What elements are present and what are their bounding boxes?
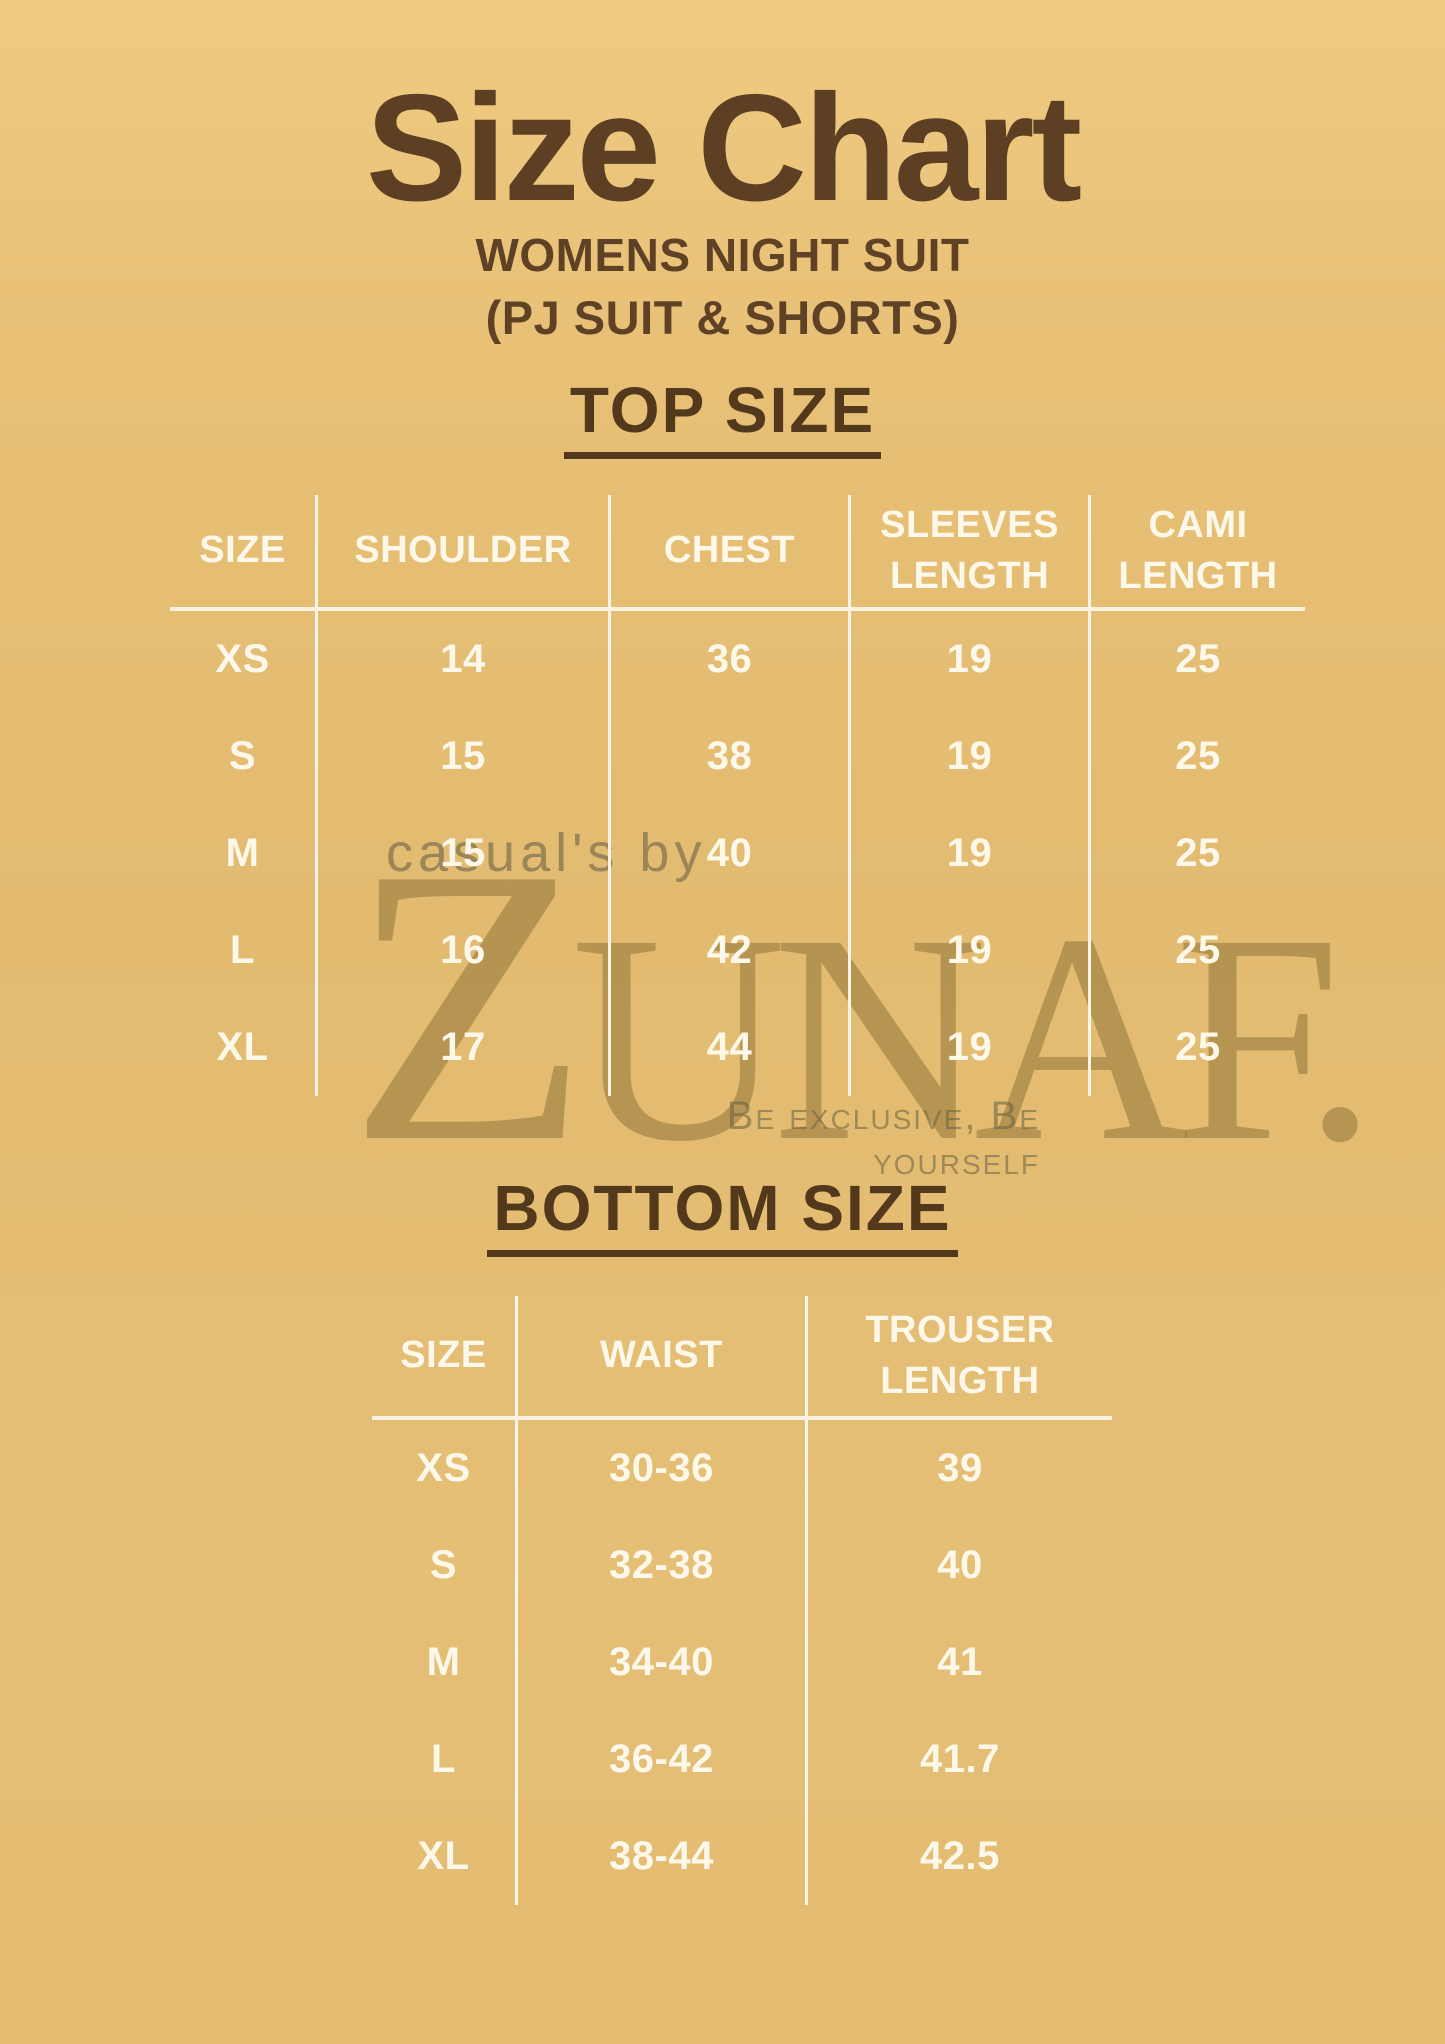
bottom-header-waist: WAIST xyxy=(514,1296,805,1416)
top-header-cami-length: CAMI LENGTH xyxy=(1088,495,1305,607)
top-table-row-xl: XL 17 44 19 25 xyxy=(170,999,1305,1096)
top-header-chest: CHEST xyxy=(607,495,848,607)
cell-shoulder: 16 xyxy=(315,902,608,999)
cell-waist: 38-44 xyxy=(514,1808,805,1905)
bottom-table-row-xl: XL 38-44 42.5 xyxy=(372,1808,1112,1905)
cell-trouser-length: 40 xyxy=(804,1517,1112,1614)
bottom-table-row-s: S 32-38 40 xyxy=(372,1517,1112,1614)
top-size-heading: TOP SIZE xyxy=(0,378,1445,459)
cell-waist: 30-36 xyxy=(514,1420,805,1517)
cell-trouser-length: 41.7 xyxy=(804,1711,1112,1808)
subtitle-variant: (PJ SUIT & SHORTS) xyxy=(485,291,960,344)
top-table-row-xs: XS 14 36 19 25 xyxy=(170,611,1305,708)
cell-chest: 44 xyxy=(607,999,848,1096)
cell-cami-length: 25 xyxy=(1088,611,1305,708)
top-size-heading-text: TOP SIZE xyxy=(563,378,882,459)
bottom-size-table: SIZE WAIST TROUSER LENGTH XS 30-36 39 S … xyxy=(372,1296,1112,1905)
cell-shoulder: 15 xyxy=(315,805,608,902)
cell-chest: 36 xyxy=(607,611,848,708)
bottom-size-heading-text: BOTTOM SIZE xyxy=(487,1176,958,1257)
cell-waist: 32-38 xyxy=(514,1517,805,1614)
cell-trouser-length: 41 xyxy=(804,1614,1112,1711)
cell-size: XL xyxy=(216,1025,269,1069)
top-header-shoulder: SHOULDER xyxy=(315,495,608,607)
top-table-row-s: S 15 38 19 25 xyxy=(170,708,1305,805)
cell-sleeves-length: 19 xyxy=(848,902,1088,999)
cell-cami-length: 25 xyxy=(1088,999,1305,1096)
subtitle-product: WOMENS NIGHT SUIT xyxy=(475,229,970,281)
top-header-size: SIZE xyxy=(199,529,286,572)
cell-size: XS xyxy=(215,637,270,681)
bottom-table-header-row: SIZE WAIST TROUSER LENGTH xyxy=(372,1296,1112,1416)
top-table-header-row: SIZE SHOULDER CHEST SLEEVES LENGTH CAMI … xyxy=(170,495,1305,607)
cell-size: L xyxy=(431,1737,456,1781)
cell-sleeves-length: 19 xyxy=(848,805,1088,902)
bottom-table-row-m: M 34-40 41 xyxy=(372,1614,1112,1711)
cell-size: S xyxy=(228,734,257,778)
cell-size: S xyxy=(429,1543,458,1587)
cell-sleeves-length: 19 xyxy=(848,708,1088,805)
cell-size: XL xyxy=(417,1834,470,1878)
watermark-tagline: Be exclusive, Be yourself xyxy=(726,1094,1040,1183)
bottom-header-size: SIZE xyxy=(400,1334,487,1377)
cell-sleeves-length: 19 xyxy=(848,999,1088,1096)
cell-shoulder: 15 xyxy=(315,708,608,805)
cell-cami-length: 25 xyxy=(1088,708,1305,805)
bottom-table-row-l: L 36-42 41.7 xyxy=(372,1711,1112,1808)
top-header-sleeves-length: SLEEVES LENGTH xyxy=(848,495,1088,607)
cell-shoulder: 14 xyxy=(315,611,608,708)
cell-size: M xyxy=(225,831,260,875)
cell-waist: 34-40 xyxy=(514,1614,805,1711)
cell-shoulder: 17 xyxy=(315,999,608,1096)
bottom-table-header-divider xyxy=(372,1416,1112,1420)
cell-trouser-length: 42.5 xyxy=(804,1808,1112,1905)
bottom-table-row-xs: XS 30-36 39 xyxy=(372,1420,1112,1517)
top-table-row-l: L 16 42 19 25 xyxy=(170,902,1305,999)
cell-trouser-length: 39 xyxy=(804,1420,1112,1517)
bottom-header-trouser-length: TROUSER LENGTH xyxy=(804,1296,1112,1416)
cell-chest: 38 xyxy=(607,708,848,805)
cell-cami-length: 25 xyxy=(1088,902,1305,999)
top-table-header-divider xyxy=(170,607,1305,611)
cell-waist: 36-42 xyxy=(514,1711,805,1808)
cell-size: M xyxy=(426,1640,461,1684)
cell-chest: 42 xyxy=(607,902,848,999)
top-size-table: SIZE SHOULDER CHEST SLEEVES LENGTH CAMI … xyxy=(170,495,1305,1096)
page-title: Size Chart xyxy=(365,63,1082,233)
cell-sleeves-length: 19 xyxy=(848,611,1088,708)
cell-chest: 40 xyxy=(607,805,848,902)
bottom-size-heading: BOTTOM SIZE xyxy=(0,1176,1445,1257)
top-table-row-m: M 15 40 19 25 xyxy=(170,805,1305,902)
cell-size: XS xyxy=(416,1446,471,1490)
cell-cami-length: 25 xyxy=(1088,805,1305,902)
cell-size: L xyxy=(230,928,255,972)
